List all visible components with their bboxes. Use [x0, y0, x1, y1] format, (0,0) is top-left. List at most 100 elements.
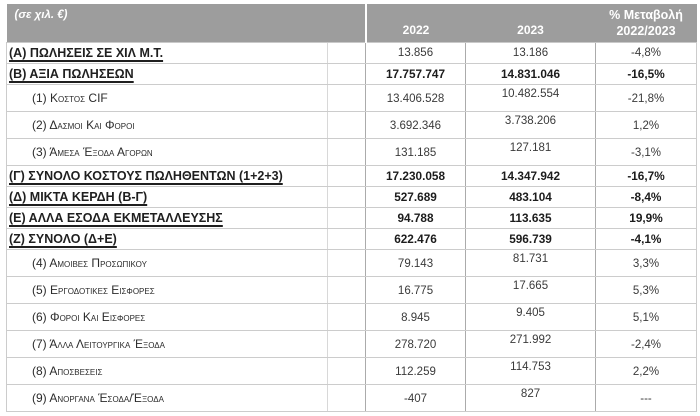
change-percent-cell: -4,1% [595, 228, 698, 250]
table-row: (Γ) ΣΥΝΟΛΟ ΚΟΣΤΟΥΣ ΠΩΛΗΘΕΝΤΩΝ (1+2+3) 17… [6, 165, 698, 187]
row-label: (Δ) ΜΙΚΤΑ ΚΕΡΔΗ (Β-Γ) [9, 189, 148, 204]
table-row: (1) Κοστος CIF 13.406.528 10.482.554 -21… [6, 84, 698, 112]
spacer-cell [327, 63, 367, 85]
spacer-cell [327, 138, 367, 166]
value-2022-cell: -407 [365, 384, 467, 412]
column-header-2022: 2022 [365, 4, 466, 43]
row-label-cell: (2) Δασμοι Και Φοροι [6, 111, 328, 139]
row-label-cell: (8) Αποσβεσεις [6, 357, 328, 385]
unit-label: (σε χιλ. €) [6, 4, 367, 43]
value-2022-cell: 8.945 [365, 303, 467, 331]
row-label-cell: (Α) ΠΩΛΗΣΕΙΣ ΣΕ ΧΙΛ Μ.Τ. [6, 42, 328, 64]
spacer-cell [327, 42, 367, 64]
table-row: (Α) ΠΩΛΗΣΕΙΣ ΣΕ ΧΙΛ Μ.Τ. 13.856 13.186 -… [6, 42, 698, 64]
table-row: (Β) ΑΞΙΑ ΠΩΛΗΣΕΩΝ 17.757.747 14.831.046 … [6, 63, 698, 85]
row-label-cell: (7) Άλλα Λειτουργικα Έξοδα [6, 330, 328, 358]
row-label: (1) Κοστος CIF [32, 90, 108, 105]
table-row: (9) Ανοργανα Έσοδα/Έξοδα -407 827 --- [6, 384, 698, 412]
value-2023-cell: 3.738.206 [465, 111, 597, 139]
table-row: (8) Αποσβεσεις 112.259 114.753 2,2% [6, 357, 698, 385]
row-label: (Ε) ΑΛΛΑ ΕΣΟΔΑ ΕΚΜΕΤΑΛΛΕΥΣΗΣ [9, 210, 223, 225]
value-2023-cell: 596.739 [465, 228, 597, 250]
row-label-cell: (5) Εργοδοτικες Εισφορες [6, 276, 328, 304]
value-2022-cell: 16.775 [365, 276, 467, 304]
value-2022-cell: 17.230.058 [365, 165, 467, 187]
value-2022-cell: 79.143 [365, 249, 467, 277]
spacer-cell [327, 276, 367, 304]
spacer-cell [327, 357, 367, 385]
value-2023-cell: 14.831.046 [465, 63, 597, 85]
spacer-cell [327, 207, 367, 229]
header-row: (σε χιλ. €) 2022 2023 % Μεταβολή 2022/20… [6, 4, 697, 43]
spacer-cell [327, 384, 367, 412]
spacer-cell [327, 84, 367, 112]
value-2022-cell: 527.689 [365, 186, 467, 208]
column-header-change-line1: % Μεταβολή [609, 8, 683, 23]
value-2023-cell: 14.347.942 [465, 165, 597, 187]
value-2023-cell: 9.405 [465, 303, 597, 331]
change-percent-cell: -16,5% [595, 63, 698, 85]
column-header-2023: 2023 [465, 4, 596, 43]
table-row: (Δ) ΜΙΚΤΑ ΚΕΡΔΗ (Β-Γ) 527.689 483.104 -8… [6, 186, 698, 208]
table-row: (5) Εργοδοτικες Εισφορες 16.775 17.665 5… [6, 276, 698, 304]
table-row: (Ζ) ΣΥΝΟΛΟ (Δ+Ε) 622.476 596.739 -4,1% [6, 228, 698, 250]
value-2023-cell: 13.186 [465, 42, 597, 64]
table-row: (6) Φοροι Και Εισφορες 8.945 9.405 5,1% [6, 303, 698, 331]
spacer-cell [327, 330, 367, 358]
value-2023-cell: 271.992 [465, 330, 597, 358]
value-2023-cell: 827 [465, 384, 597, 412]
spacer-cell [327, 165, 367, 187]
row-label: (Ζ) ΣΥΝΟΛΟ (Δ+Ε) [9, 231, 117, 246]
row-label: (2) Δασμοι Και Φοροι [32, 117, 135, 132]
value-2023-cell: 10.482.554 [465, 84, 597, 112]
table-row: (2) Δασμοι Και Φοροι 3.692.346 3.738.206… [6, 111, 698, 139]
row-label-cell: (Ε) ΑΛΛΑ ΕΣΟΔΑ ΕΚΜΕΤΑΛΛΕΥΣΗΣ [6, 207, 328, 229]
row-label-cell: (Γ) ΣΥΝΟΛΟ ΚΟΣΤΟΥΣ ΠΩΛΗΘΕΝΤΩΝ (1+2+3) [6, 165, 328, 187]
value-2023-cell: 483.104 [465, 186, 597, 208]
change-percent-cell: 19,9% [595, 207, 698, 229]
row-label-cell: (4) Αμοιβες Προσωπικου [6, 249, 328, 277]
row-label: (7) Άλλα Λειτουργικα Έξοδα [32, 336, 165, 351]
value-2022-cell: 3.692.346 [365, 111, 467, 139]
value-2023-cell: 114.753 [465, 357, 597, 385]
change-percent-cell: 5,1% [595, 303, 698, 331]
change-percent-cell: 3,3% [595, 249, 698, 277]
value-2022-cell: 278.720 [365, 330, 467, 358]
value-2023-cell: 113.635 [465, 207, 597, 229]
change-percent-cell: -21,8% [595, 84, 698, 112]
financial-table: (σε χιλ. €) 2022 2023 % Μεταβολή 2022/20… [6, 4, 698, 412]
row-label-cell: (Β) ΑΞΙΑ ΠΩΛΗΣΕΩΝ [6, 63, 328, 85]
table-row: (Ε) ΑΛΛΑ ΕΣΟΔΑ ΕΚΜΕΤΑΛΛΕΥΣΗΣ 94.788 113.… [6, 207, 698, 229]
change-percent-cell: 5,3% [595, 276, 698, 304]
value-2023-cell: 17.665 [465, 276, 597, 304]
value-2022-cell: 13.856 [365, 42, 467, 64]
change-percent-cell: --- [595, 384, 698, 412]
value-2022-cell: 13.406.528 [365, 84, 467, 112]
column-header-change: % Μεταβολή 2022/2023 [595, 4, 697, 43]
value-2022-cell: 622.476 [365, 228, 467, 250]
change-percent-cell: 2,2% [595, 357, 698, 385]
spacer-cell [327, 186, 367, 208]
row-label: (Α) ΠΩΛΗΣΕΙΣ ΣΕ ΧΙΛ Μ.Τ. [9, 45, 164, 60]
row-label: (4) Αμοιβες Προσωπικου [32, 255, 147, 270]
change-percent-cell: -2,4% [595, 330, 698, 358]
change-percent-cell: -4,8% [595, 42, 698, 64]
row-label-cell: (9) Ανοργανα Έσοδα/Έξοδα [6, 384, 328, 412]
table-row: (4) Αμοιβες Προσωπικου 79.143 81.731 3,3… [6, 249, 698, 277]
spacer-cell [327, 303, 367, 331]
change-percent-cell: -8,4% [595, 186, 698, 208]
value-2022-cell: 112.259 [365, 357, 467, 385]
row-label-cell: (1) Κοστος CIF [6, 84, 328, 112]
row-label-cell: (Δ) ΜΙΚΤΑ ΚΕΡΔΗ (Β-Γ) [6, 186, 328, 208]
change-percent-cell: -3,1% [595, 138, 698, 166]
row-label: (3) Άμεσα Έξοδα Αγορων [32, 144, 153, 159]
row-label-cell: (3) Άμεσα Έξοδα Αγορων [6, 138, 328, 166]
table-row: (7) Άλλα Λειτουργικα Έξοδα 278.720 271.9… [6, 330, 698, 358]
value-2022-cell: 131.185 [365, 138, 467, 166]
column-header-change-line2: 2022/2023 [616, 24, 676, 39]
value-2022-cell: 17.757.747 [365, 63, 467, 85]
change-percent-cell: -16,7% [595, 165, 698, 187]
row-label: (5) Εργοδοτικες Εισφορες [32, 282, 155, 297]
table-row: (3) Άμεσα Έξοδα Αγορων 131.185 127.181 -… [6, 138, 698, 166]
